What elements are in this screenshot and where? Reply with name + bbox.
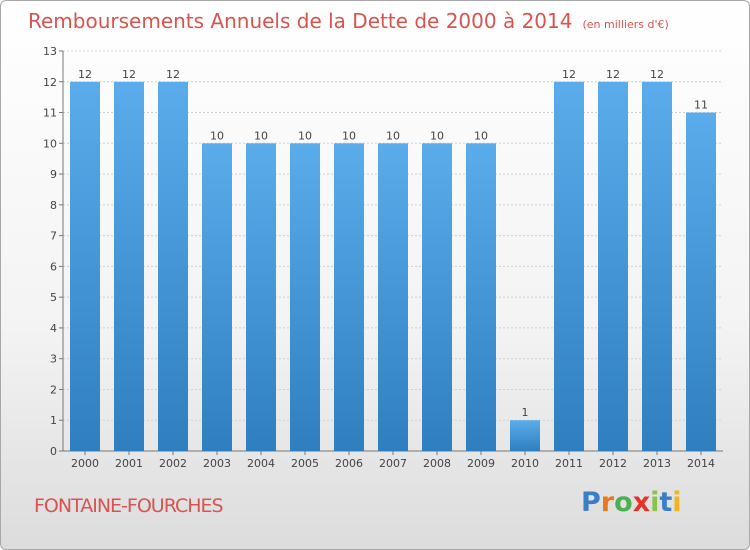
bar: [466, 143, 496, 452]
y-tick-label: 6: [50, 260, 57, 273]
bar: [598, 81, 628, 452]
bar-value-label: 10: [474, 129, 488, 142]
bar-value-label: 12: [78, 68, 92, 81]
x-tick-label: 2011: [555, 457, 583, 470]
x-tick-label: 2003: [203, 457, 231, 470]
bar: [422, 143, 452, 452]
chart-title-row: Remboursements Annuels de la Dette de 20…: [28, 9, 669, 33]
bar: [334, 143, 364, 452]
x-tick-label: 2000: [71, 457, 99, 470]
bar-value-label: 1: [522, 406, 529, 419]
x-tick-label: 2009: [467, 457, 495, 470]
y-tick-label: 9: [50, 168, 57, 181]
y-tick-label: 3: [50, 353, 57, 366]
x-tick-label: 2010: [511, 457, 539, 470]
bar: [202, 143, 232, 452]
proxiti-logo: Proxiti: [581, 487, 682, 518]
bar-value-label: 12: [650, 68, 664, 81]
y-tick-label: 12: [43, 76, 57, 89]
bar-value-label: 12: [122, 68, 136, 81]
logo-letter: t: [659, 487, 673, 518]
bar-value-label: 10: [298, 129, 312, 142]
y-tick-label: 8: [50, 199, 57, 212]
bar: [290, 143, 320, 452]
logo-letter: P: [581, 487, 601, 518]
y-tick-label: 5: [50, 291, 57, 304]
bar-value-label: 10: [430, 129, 444, 142]
y-tick-label: 11: [43, 107, 57, 120]
x-tick-label: 2014: [687, 457, 715, 470]
bar: [686, 112, 716, 452]
bar-value-label: 12: [562, 68, 576, 81]
y-tick-label: 7: [50, 230, 57, 243]
logo-letter: i: [672, 487, 682, 518]
x-tick-label: 2002: [159, 457, 187, 470]
bar-value-label: 10: [386, 129, 400, 142]
x-tick-label: 2012: [599, 457, 627, 470]
commune-name: FONTAINE-FOURCHES: [34, 495, 224, 517]
chart-title: Remboursements Annuels de la Dette de 20…: [28, 9, 573, 33]
x-tick-label: 2013: [643, 457, 671, 470]
x-tick-label: 2005: [291, 457, 319, 470]
bar: [378, 143, 408, 452]
bar: [554, 81, 584, 452]
logo-letter: x: [632, 487, 651, 518]
y-tick-label: 13: [43, 45, 57, 58]
y-tick-label: 0: [50, 445, 57, 458]
x-tick-label: 2006: [335, 457, 363, 470]
logo-letter: r: [600, 487, 615, 518]
x-tick-label: 2004: [247, 457, 275, 470]
y-tick-label: 4: [50, 322, 57, 335]
bar: [510, 420, 540, 451]
bar-value-label: 11: [694, 99, 708, 112]
x-tick-label: 2001: [115, 457, 143, 470]
bar-value-label: 12: [166, 68, 180, 81]
bar-value-label: 10: [210, 129, 224, 142]
logo-letter: i: [650, 487, 660, 518]
bar: [642, 81, 672, 452]
y-tick-label: 1: [50, 414, 57, 427]
y-tick-label: 2: [50, 383, 57, 396]
bar-value-label: 10: [254, 129, 268, 142]
logo-letter: o: [614, 487, 633, 518]
bar: [114, 81, 144, 452]
bar: [70, 81, 100, 452]
bar: [158, 81, 188, 452]
x-tick-label: 2007: [379, 457, 407, 470]
chart-subtitle: (en milliers d'€): [582, 18, 669, 31]
bar-value-label: 12: [606, 68, 620, 81]
bar: [246, 143, 276, 452]
bar-value-label: 10: [342, 129, 356, 142]
y-tick-label: 10: [43, 137, 57, 150]
x-tick-label: 2008: [423, 457, 451, 470]
